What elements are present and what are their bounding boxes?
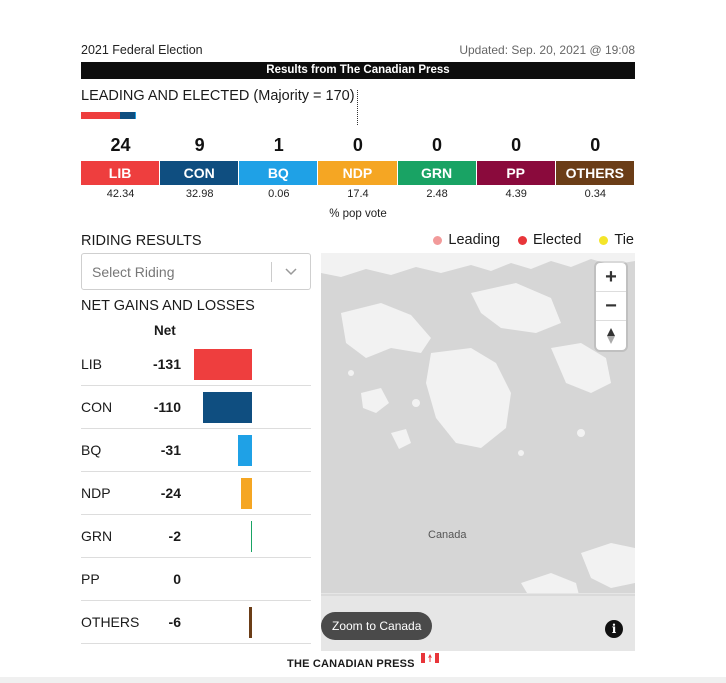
zoom-controls: + − <box>596 263 626 350</box>
net-gain-value: -6 <box>168 614 181 630</box>
net-gain-party: PP <box>81 571 100 587</box>
seat-segment-bq <box>134 112 137 119</box>
net-gain-value: -24 <box>160 485 181 501</box>
net-gain-row-others: OTHERS -6 <box>81 601 311 644</box>
select-riding-placeholder: Select Riding <box>92 264 175 280</box>
net-gain-party: LIB <box>81 356 103 372</box>
map-legend: Leading Elected Tie <box>433 232 634 248</box>
party-label: GRN <box>397 161 476 185</box>
party-label: PP <box>476 161 555 185</box>
zoom-out-button[interactable]: − <box>596 292 626 321</box>
net-gain-party: OTHERS <box>81 614 140 630</box>
party-column-others: 0 OTHERS 0.34 <box>555 133 635 203</box>
net-gain-row-ndp: NDP -24 <box>81 472 311 515</box>
net-gain-party: NDP <box>81 485 111 501</box>
zoom-in-button[interactable]: + <box>596 263 626 292</box>
party-column-bq: 1 BQ 0.06 <box>239 133 318 203</box>
net-gain-party: BQ <box>81 442 102 458</box>
party-pop-vote: 17.4 <box>347 188 369 200</box>
party-seat-count: 1 <box>273 135 284 155</box>
legend-dot-icon <box>599 235 609 245</box>
party-pop-vote: 2.48 <box>426 188 448 200</box>
party-label: NDP <box>318 161 397 185</box>
net-gain-party: GRN <box>81 528 113 544</box>
party-pop-vote: 42.34 <box>106 188 135 200</box>
map-place-label: Canada <box>428 529 467 541</box>
net-gain-row-lib: LIB -131 <box>81 343 311 386</box>
net-gain-value: -110 <box>153 399 181 415</box>
net-gain-bar <box>250 521 252 552</box>
chevron-down-icon <box>285 268 297 276</box>
legend-label: Leading <box>448 232 501 248</box>
seat-progress-bar <box>81 112 358 119</box>
party-column-lib: 24 LIB 42.34 <box>81 133 160 203</box>
party-label: BQ <box>239 161 318 185</box>
party-seat-count: 0 <box>590 135 601 155</box>
party-pop-vote: 0.06 <box>268 188 290 200</box>
net-gain-row-con: CON -110 <box>81 386 311 429</box>
net-gain-party: CON <box>81 399 113 415</box>
riding-map[interactable]: Canada + − Zoom to Canada i <box>321 253 635 651</box>
legend-dot-icon <box>433 235 443 245</box>
compass-icon <box>607 327 615 344</box>
seat-segment-lib <box>81 112 121 119</box>
majority-marker <box>357 90 358 125</box>
party-seat-count: 0 <box>511 135 522 155</box>
seat-segment-con <box>120 112 135 119</box>
net-gains-table: LIB -131 CON -110 BQ -31 NDP -24 GRN -2 PP 0 OTHERS -… <box>81 343 311 644</box>
net-gain-bar <box>194 349 252 380</box>
party-pop-vote: 4.39 <box>505 188 527 200</box>
legend-item-tie: Tie <box>599 232 634 248</box>
canada-flag-icon <box>420 653 439 663</box>
footer-brand: THE CANADIAN PRESS <box>0 653 726 670</box>
net-gain-bar <box>249 607 252 638</box>
bottom-strip <box>0 677 726 683</box>
party-column-ndp: 0 NDP 17.4 <box>318 133 397 203</box>
net-gain-value: -31 <box>160 442 181 458</box>
party-label: LIB <box>81 161 160 185</box>
party-seat-count: 0 <box>432 135 443 155</box>
footer-brand-text: THE CANADIAN PRESS <box>287 658 415 670</box>
party-seat-summary: 24 LIB 42.34 9 CON 32.98 1 BQ 0.06 0 NDP 17.4 0 GRN 2.… <box>81 133 635 203</box>
info-icon[interactable]: i <box>605 620 623 638</box>
election-title: 2021 Federal Election <box>81 43 203 57</box>
net-gain-row-bq: BQ -31 <box>81 429 311 472</box>
zoom-to-canada-button[interactable]: Zoom to Canada <box>321 612 433 640</box>
party-pop-vote: 0.34 <box>584 188 607 200</box>
net-gain-value: -2 <box>168 528 181 544</box>
party-column-pp: 0 PP 4.39 <box>476 133 556 203</box>
party-label: OTHERS <box>555 161 634 185</box>
net-gain-value: 0 <box>173 571 181 587</box>
party-seat-count: 9 <box>194 135 205 155</box>
party-seat-count: 0 <box>352 135 363 155</box>
net-column-header: Net <box>154 323 176 338</box>
party-seat-count: 24 <box>110 135 131 155</box>
riding-results-title: RIDING RESULTS <box>81 233 202 249</box>
net-gain-row-pp: PP 0 <box>81 558 311 601</box>
compass-button[interactable] <box>596 321 626 350</box>
net-gain-bar <box>203 392 252 423</box>
net-gains-title: NET GAINS AND LOSSES <box>81 298 255 314</box>
legend-label: Tie <box>614 232 634 248</box>
source-banner: Results from The Canadian Press <box>81 62 635 79</box>
party-pop-vote: 32.98 <box>185 188 214 200</box>
legend-item-leading: Leading <box>433 232 500 248</box>
net-gain-bar <box>241 478 252 509</box>
leading-elected-title: LEADING AND ELECTED (Majority = 170) <box>81 88 355 104</box>
dropdown-separator <box>271 262 272 282</box>
net-gain-value: -131 <box>152 356 181 372</box>
party-column-con: 9 CON 32.98 <box>160 133 239 203</box>
net-gain-row-grn: GRN -2 <box>81 515 311 558</box>
pop-vote-label: % pop vote <box>329 208 387 220</box>
party-column-grn: 0 GRN 2.48 <box>397 133 477 203</box>
legend-dot-icon <box>518 235 528 245</box>
legend-item-elected: Elected <box>518 232 581 248</box>
updated-timestamp: Updated: Sep. 20, 2021 @ 19:08 <box>459 43 635 57</box>
select-riding-dropdown[interactable]: Select Riding <box>81 253 311 290</box>
map-land-shapes <box>321 253 635 651</box>
net-gain-bar <box>238 435 252 466</box>
party-label: CON <box>160 161 239 185</box>
legend-label: Elected <box>533 232 582 248</box>
